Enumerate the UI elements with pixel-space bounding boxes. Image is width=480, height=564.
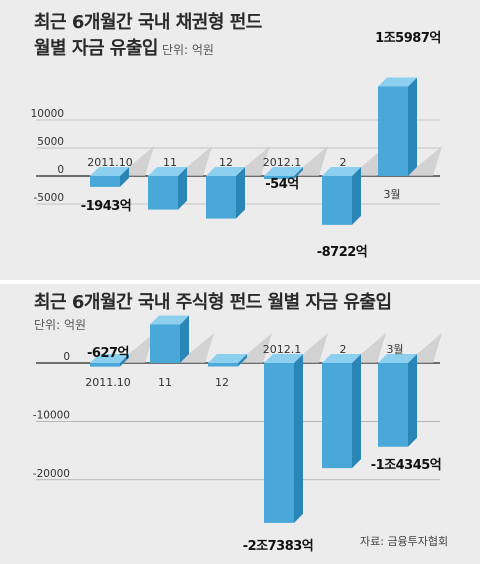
bar <box>150 324 180 363</box>
stock-fund-panel: 최근 6개월간 국내 주식형 펀드 월별 자금 유출입 단위: 억원 0 -100… <box>0 284 480 564</box>
bar <box>90 363 120 367</box>
bond-fund-panel: 최근 6개월간 국내 채권형 펀드 월별 자금 유출입 단위: 억원 10000 5… <box>0 0 480 280</box>
bar-top-face <box>378 354 417 363</box>
source-note: 자료: 금융투자협회 <box>360 535 449 548</box>
category-label: 3월 <box>386 343 403 356</box>
bar-top-face <box>208 354 247 363</box>
y-tick-label: -20000 <box>33 468 70 480</box>
y-tick-label: 0 <box>63 351 70 363</box>
category-label: 3월 <box>383 188 400 201</box>
stock-chart-title: 최근 6개월간 국내 주식형 펀드 월별 자금 유출입 <box>34 292 392 313</box>
bar-shadow <box>180 333 214 363</box>
bar-side-face <box>408 77 417 176</box>
bar-top-face <box>148 167 187 176</box>
bar <box>148 176 178 210</box>
bar-shadow <box>408 146 442 176</box>
bond-fund-chart: 10000 5000 0 -5000 2011.10 11 12 2012.1 2 3월 -1943… <box>31 31 442 260</box>
bar-top-face <box>90 354 129 363</box>
bar-side-face <box>180 315 189 363</box>
panel-divider <box>0 280 480 284</box>
data-label: -1조4345억 <box>371 458 442 473</box>
data-label: 1조5987억 <box>375 31 441 46</box>
data-label: -54억 <box>265 177 298 192</box>
bar-top-face <box>322 167 361 176</box>
bar-side-face <box>120 354 129 367</box>
bar <box>208 363 238 367</box>
bar-top-face <box>150 315 189 325</box>
stock-unit-label: 단위: 억원 <box>34 318 87 332</box>
data-label: -627억 <box>87 346 129 361</box>
category-label: 2011.10 <box>85 376 131 389</box>
bar-top-face <box>264 167 303 176</box>
y-tick-label: 0 <box>57 164 64 176</box>
category-label: 11 <box>158 376 172 389</box>
category-label: 11 <box>163 156 177 169</box>
bar-top-face <box>378 77 417 87</box>
category-label: 12 <box>219 156 233 169</box>
data-label: -8722억 <box>317 245 368 260</box>
bond-chart-title-line2-text: 월별 자금 유출입 <box>34 38 158 59</box>
category-label: 2012.1 <box>263 156 302 169</box>
bar <box>264 363 294 523</box>
bond-chart-title: 최근 6개월간 국내 채권형 펀드 <box>34 12 262 33</box>
bar-top-face <box>206 167 245 176</box>
bar <box>264 176 294 179</box>
bar-top-face <box>322 354 361 363</box>
bar <box>206 176 236 219</box>
bar-side-face <box>294 167 303 179</box>
bar <box>378 86 408 176</box>
bar-side-face <box>178 167 187 210</box>
category-label: 12 <box>215 376 229 389</box>
bar-side-face <box>238 354 247 367</box>
bar-top-face <box>264 354 303 363</box>
bond-unit-label: 단위: 억원 <box>161 43 214 57</box>
bar-side-face <box>352 167 361 225</box>
data-label: -1943억 <box>81 199 132 214</box>
bar-top-face <box>90 167 129 176</box>
stock-fund-chart: 0 -10000 -20000 2011.10 11 12 2012.1 2 3월 -627억 -2… <box>33 315 442 554</box>
category-label: 2012.1 <box>263 343 302 356</box>
bar <box>322 363 352 469</box>
y-tick-label: 10000 <box>31 108 64 120</box>
bar-side-face <box>236 167 245 219</box>
category-label: 2011.10 <box>87 156 133 169</box>
bar-side-face <box>294 354 303 523</box>
bar-side-face <box>352 354 361 469</box>
data-label: -2조7383억 <box>243 539 314 554</box>
bond-chart-title-line2: 월별 자금 유출입 단위: 억원 <box>34 34 214 60</box>
y-tick-label: -5000 <box>33 192 64 204</box>
category-label: 2 <box>340 156 347 169</box>
bar <box>322 176 352 225</box>
bar <box>90 176 120 187</box>
y-tick-label: -10000 <box>33 409 70 421</box>
bar <box>378 363 408 447</box>
bar-side-face <box>408 354 417 447</box>
category-label: 2 <box>340 343 347 356</box>
bar-side-face <box>120 167 129 187</box>
y-tick-label: 5000 <box>37 136 64 148</box>
